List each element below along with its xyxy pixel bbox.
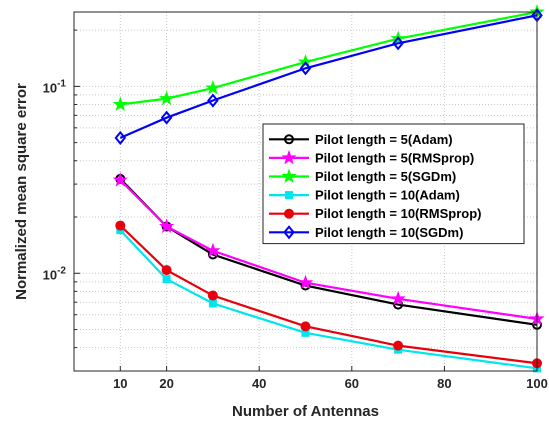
x-tick-label: 40 [252,376,266,391]
legend-box [262,123,525,245]
y-tick-label: 10-1 [43,78,67,95]
data-point [205,242,221,258]
axis-ticks: 10 20 40 60 80 100 10-2 10-1 [43,29,548,391]
x-axis-label: Number of Antennas [232,403,379,420]
data-point [160,110,173,125]
x-tick-label: 100 [526,376,548,391]
legend-marker [284,134,294,145]
data-point [207,290,218,301]
legend-label: Pilot length = 10(RMSprop) [315,206,481,221]
data-point [114,130,127,145]
data-point [205,79,221,95]
x-tick-label: 10 [113,376,127,391]
data-point [299,61,312,76]
x-tick-label: 80 [437,376,451,391]
data-point [393,340,404,351]
legend-item: Pilot length = 5(RMSprop) [269,149,474,165]
data-point [115,220,126,231]
series-line [120,10,538,106]
legend-marker [281,168,297,183]
legend-label: Pilot length = 5(SGDm) [315,169,456,184]
data-point [112,96,128,111]
data-point [158,90,175,106]
legend-label: Pilot length = 10(Adam) [315,188,460,203]
series-line [119,229,538,370]
legend-marker [284,208,294,219]
data-point [392,36,404,51]
data-point [158,218,175,233]
data-point [300,321,311,332]
legend-item: Pilot length = 10(RMSprop) [269,206,481,221]
x-tick-label: 60 [345,376,359,391]
series-line [119,179,538,320]
series-3 [112,3,545,111]
series-line [119,224,538,365]
legend-item: Pilot length = 10(SGDm) [269,225,463,240]
data-point [112,172,128,187]
legend-label: Pilot length = 10(SGDm) [315,225,463,240]
data-point [390,290,406,306]
legend-label: Pilot length = 5(RMSprop) [315,150,474,165]
legend-marker [285,191,293,200]
legend-item: Pilot length = 10(Adam) [269,188,460,203]
legend: Pilot length = 5(Adam) Pilot length = 5(R… [262,123,525,245]
series-line [119,14,538,139]
data-point [208,299,217,308]
legend-marker [283,225,295,240]
series-6 [114,8,543,145]
data-point [161,265,172,276]
x-tick-label: 20 [159,376,173,391]
y-tick-label: 10-2 [43,265,67,282]
data-point [162,275,171,284]
legend-marker [281,149,297,165]
legend-label: Pilot length = 5(Adam) [315,132,453,147]
series-4 [116,226,541,373]
data-point [297,274,314,290]
y-axis-label: Normalized mean square error [13,83,30,300]
legend-item: Pilot length = 5(Adam) [269,132,453,147]
data-point [207,93,219,108]
plot-frame [73,11,538,372]
legend-item: Pilot length = 5(SGDm) [269,168,456,184]
